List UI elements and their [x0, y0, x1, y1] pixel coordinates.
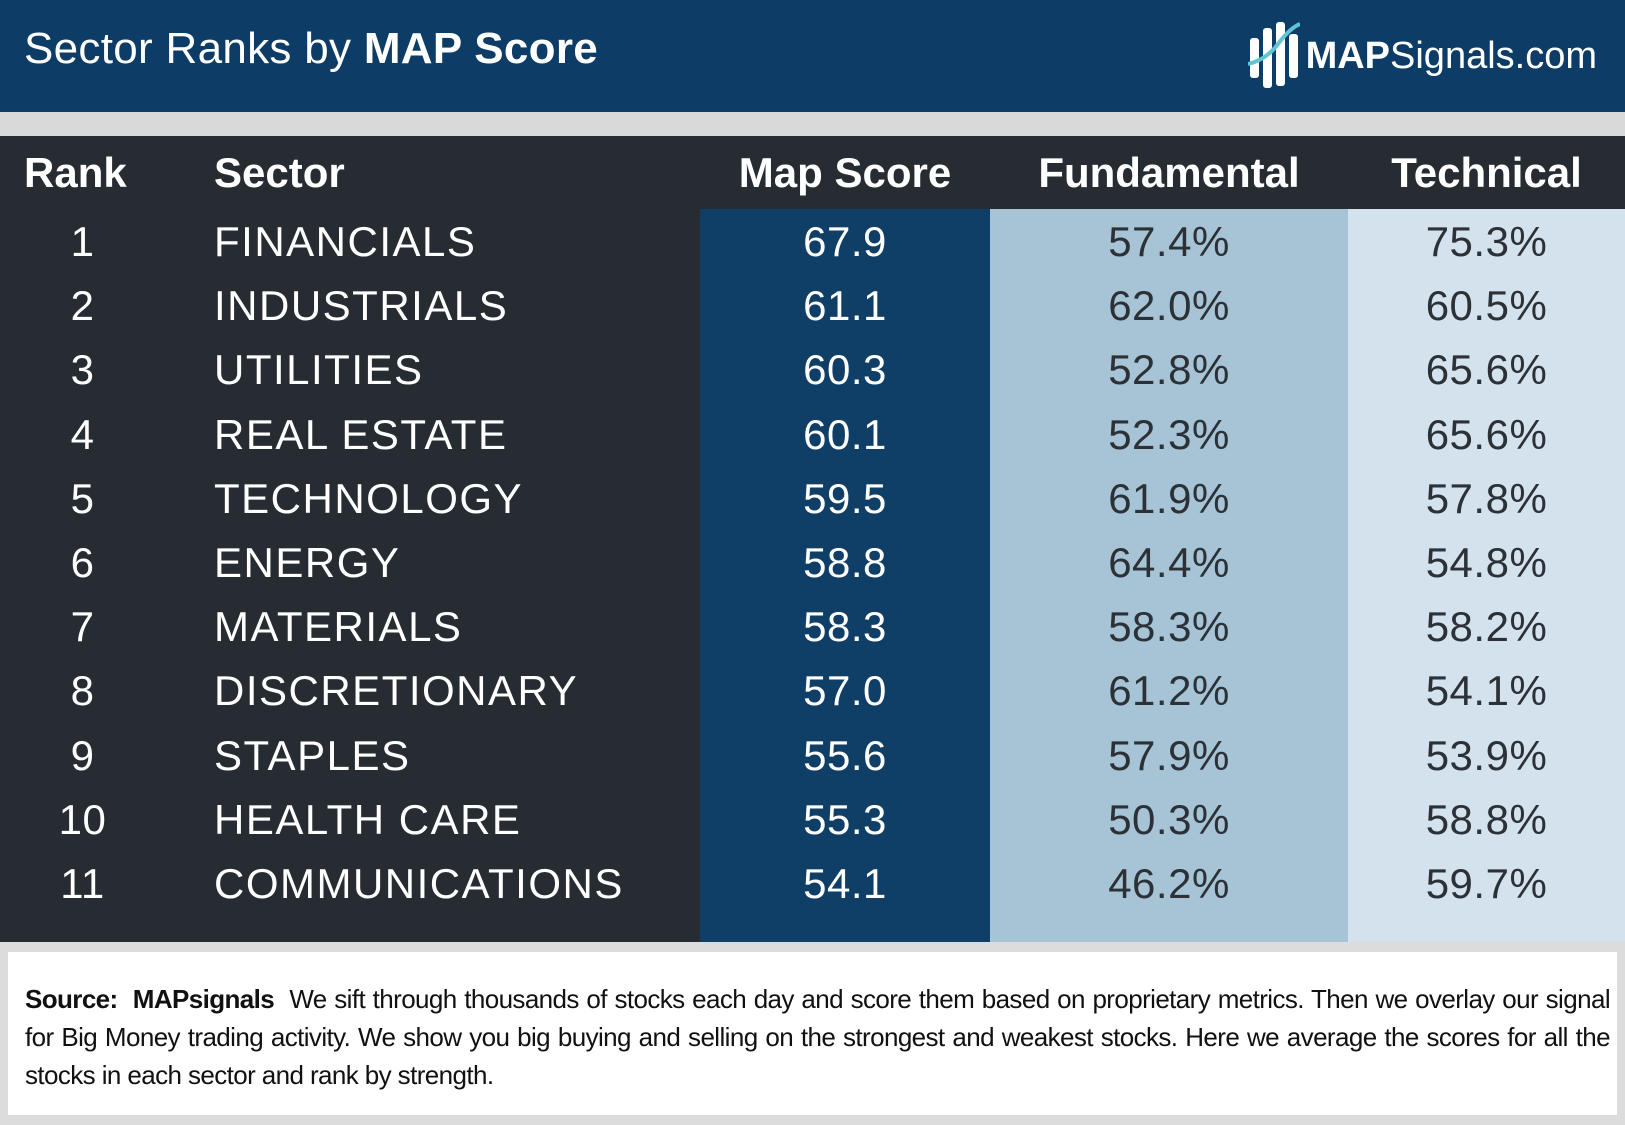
cell-map-score: 60.3: [803, 346, 887, 394]
separator-stripe: [0, 112, 1625, 136]
cell-rank: 7: [70, 603, 95, 651]
header-rank: Rank: [24, 149, 127, 196]
cell-rank: 5: [70, 474, 95, 522]
cell-technical: 54.1%: [1425, 667, 1548, 715]
cell-technical: 65.6%: [1425, 346, 1548, 394]
source-name: MAPsignals: [132, 984, 275, 1014]
header-fundamental: Fundamental: [1038, 149, 1300, 196]
cell-rank: 4: [70, 410, 95, 458]
cell-rank: 1: [70, 218, 95, 265]
cell-fundamental: 52.3%: [1108, 410, 1230, 458]
cell-sector: DISCRETIONARY: [214, 667, 579, 715]
cell-fundamental: 52.8%: [1108, 346, 1230, 394]
cell-technical: 54.8%: [1425, 539, 1548, 586]
table-row: 8 DISCRETIONARY 57.0 61.2% 54.1%: [0, 658, 1625, 724]
cell-rank: 9: [70, 731, 95, 779]
cell-map-score: 59.5: [803, 474, 887, 522]
cell-technical: 57.8%: [1425, 474, 1548, 522]
page-title: Sector Ranks by MAP Score: [24, 24, 598, 74]
cell-fundamental: 62.0%: [1108, 282, 1230, 330]
title-prefix: Sector Ranks by: [24, 24, 352, 73]
cell-rank: 11: [60, 860, 105, 907]
cell-technical: 53.9%: [1425, 731, 1548, 779]
cell-map-score: 61.1: [803, 282, 887, 330]
cell-technical: 58.2%: [1425, 603, 1548, 651]
header-map-score: Map Score: [738, 149, 952, 196]
brand-logo: MAPSignals.com: [1247, 20, 1597, 92]
cell-map-score: 58.8: [803, 539, 887, 586]
cell-technical: 75.3%: [1425, 218, 1548, 265]
fundamental-column-bg: [990, 209, 1348, 942]
table-row: 2 INDUSTRIALS 61.1 62.0% 60.5%: [0, 273, 1625, 339]
cell-sector: REAL ESTATE: [214, 410, 508, 458]
cell-map-score: 55.3: [803, 795, 887, 843]
cell-fundamental: 57.4%: [1108, 218, 1230, 265]
cell-fundamental: 57.9%: [1108, 731, 1230, 779]
cell-rank: 8: [70, 667, 95, 715]
technical-column-bg: [1348, 209, 1625, 942]
cell-fundamental: 61.9%: [1108, 474, 1230, 522]
cell-rank: 10: [58, 795, 107, 843]
table-row: 6 ENERGY 58.8 64.4% 54.8%: [0, 530, 1625, 596]
title-bold: MAP Score: [363, 24, 599, 73]
cell-sector: ENERGY: [214, 539, 401, 586]
cell-map-score: 57.0: [803, 667, 887, 715]
table-row: 3 UTILITIES 60.3 52.8% 65.6%: [0, 337, 1625, 403]
source-description: We sift through thousands of stocks each…: [25, 984, 1611, 1090]
cell-map-score: 55.6: [803, 731, 887, 779]
table-row: 1 FINANCIALS 67.9 57.4% 75.3%: [0, 209, 1625, 275]
cell-sector: MATERIALS: [214, 603, 463, 651]
cell-sector: HEALTH CARE: [214, 795, 522, 843]
footer-text: Source: MAPsignals We sift through thous…: [25, 980, 1611, 1094]
cell-sector: FINANCIALS: [214, 218, 477, 265]
cell-fundamental: 64.4%: [1108, 539, 1230, 586]
cell-sector: TECHNOLOGY: [214, 474, 524, 522]
table-row: 5 TECHNOLOGY 59.5 61.9% 57.8%: [0, 466, 1625, 532]
cell-map-score: 60.1: [803, 410, 887, 458]
header-sector: Sector: [214, 149, 345, 196]
cell-map-score: 54.1: [803, 860, 887, 907]
cell-technical: 65.6%: [1425, 410, 1548, 458]
cell-fundamental: 61.2%: [1108, 667, 1230, 715]
table-row: 7 MATERIALS 58.3 58.3% 58.2%: [0, 594, 1625, 660]
table-row: 10 HEALTH CARE 55.3 50.3% 58.8%: [0, 787, 1625, 853]
cell-technical: 60.5%: [1425, 282, 1548, 330]
table-row: 11 COMMUNICATIONS 54.1 46.2% 59.7%: [0, 851, 1625, 917]
cell-sector: STAPLES: [214, 731, 411, 779]
cell-map-score: 67.9: [803, 218, 887, 265]
brand-name: MAPSignals.com: [1306, 35, 1597, 78]
sector-table: Rank Sector Map Score Fundamental Techni…: [0, 136, 1625, 942]
cell-rank: 6: [70, 539, 95, 586]
source-label: Source:: [25, 984, 118, 1014]
cell-sector: INDUSTRIALS: [214, 282, 509, 330]
bars-logo-icon: [1247, 22, 1300, 88]
cell-technical: 59.7%: [1425, 860, 1548, 907]
table-row: 4 REAL ESTATE 60.1 52.3% 65.6%: [0, 402, 1625, 468]
cell-fundamental: 46.2%: [1108, 860, 1230, 907]
cell-sector: UTILITIES: [214, 346, 424, 394]
cell-rank: 3: [70, 346, 95, 394]
header-technical: Technical: [1391, 149, 1582, 196]
cell-map-score: 58.3: [803, 603, 887, 651]
cell-sector: COMMUNICATIONS: [214, 860, 624, 907]
header-bar: Sector Ranks by MAP Score MAPSignals.com: [0, 0, 1625, 112]
map-score-column-bg: [700, 209, 990, 942]
footer-box: Source: MAPsignals We sift through thous…: [8, 952, 1617, 1115]
cell-rank: 2: [70, 282, 95, 330]
brand-name-bold: MAP: [1305, 34, 1391, 77]
cell-fundamental: 58.3%: [1108, 603, 1230, 651]
table-row: 9 STAPLES 55.6 57.9% 53.9%: [0, 723, 1625, 789]
cell-technical: 58.8%: [1425, 795, 1548, 843]
footer: Source: MAPsignals We sift through thous…: [0, 942, 1625, 1125]
cell-fundamental: 50.3%: [1108, 795, 1230, 843]
brand-name-rest: Signals.com: [1390, 34, 1597, 77]
